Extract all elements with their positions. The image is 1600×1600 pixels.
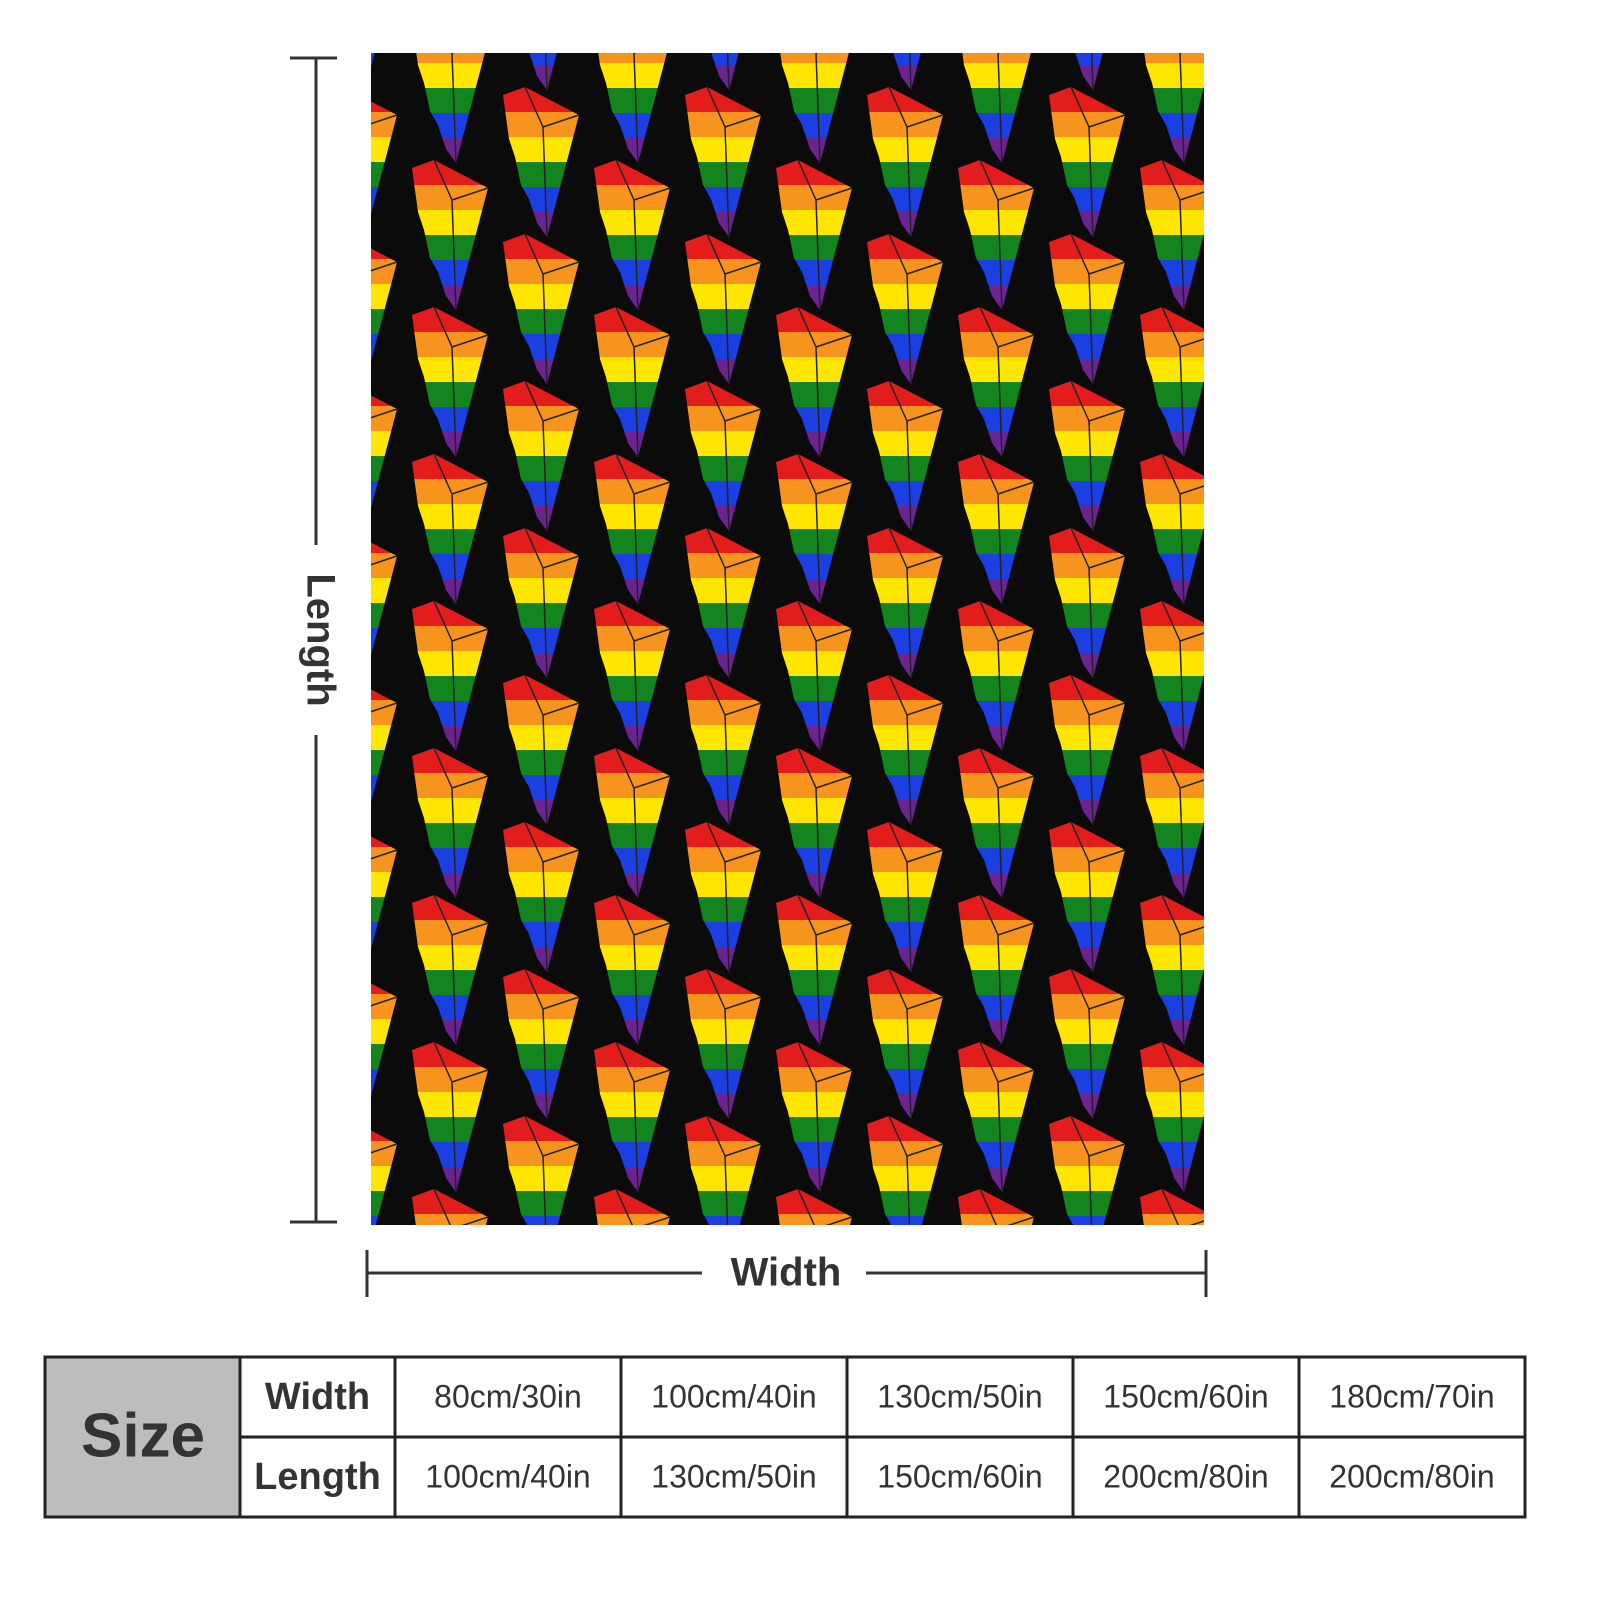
size-table: Size Width 80cm/30in 100cm/40in 130cm/50in 1… xyxy=(43,1355,1527,1519)
size-cell: 180cm/70in xyxy=(1329,1378,1494,1414)
size-cell: 150cm/60in xyxy=(1103,1378,1268,1414)
width-label: Width xyxy=(731,1251,842,1295)
length-label: Length xyxy=(298,573,342,706)
size-cell: 130cm/50in xyxy=(651,1458,816,1494)
size-cell: 100cm/40in xyxy=(651,1378,816,1414)
size-cell: 200cm/80in xyxy=(1103,1458,1268,1494)
size-cell: 130cm/50in xyxy=(877,1378,1042,1414)
row-label: Length xyxy=(254,1456,381,1498)
width-indicator xyxy=(365,1250,1208,1297)
blanket xyxy=(371,53,1204,1225)
row-label: Width xyxy=(265,1376,370,1418)
size-cell: 200cm/80in xyxy=(1329,1458,1494,1494)
size-cell: 150cm/60in xyxy=(877,1458,1042,1494)
size-header: Size xyxy=(81,1401,205,1470)
size-header-cell xyxy=(45,1357,240,1517)
size-cell: 100cm/40in xyxy=(425,1458,590,1494)
length-indicator xyxy=(290,56,337,1224)
size-cell: 80cm/30in xyxy=(434,1378,582,1414)
